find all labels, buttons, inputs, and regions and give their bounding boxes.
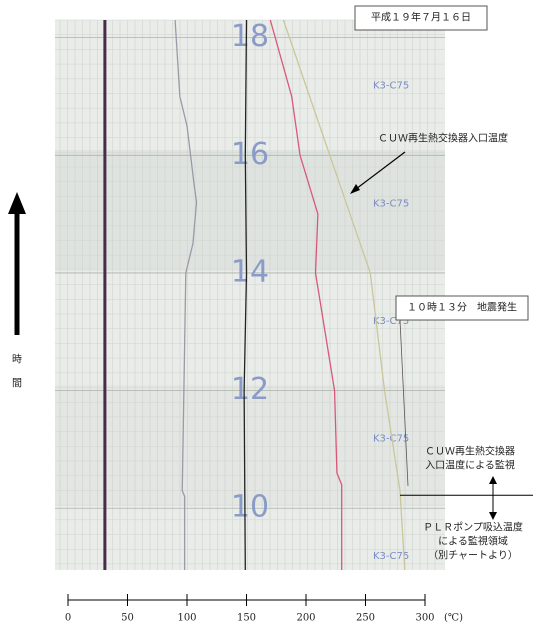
cuw-monitor-line: 入口温度による監視: [425, 459, 515, 472]
time-label: 間: [12, 378, 22, 390]
chart: 10K3-C7512K3-C7514K3-C7516K3-C7518K3-C75…: [0, 0, 533, 630]
paper-label: K3-C75: [373, 198, 409, 209]
earthquake-label: １０時１３分 地震発生: [407, 301, 517, 314]
arrow-head: [489, 512, 497, 520]
x-tick-label: 100: [177, 613, 196, 624]
paper-label: K3-C75: [373, 81, 409, 92]
x-tick-label: 50: [121, 613, 134, 624]
hour-label: 18: [231, 19, 269, 54]
x-tick-label: 150: [237, 613, 256, 624]
x-tick-label: 250: [356, 613, 375, 624]
plr-monitor-line: による監視領域: [438, 535, 508, 548]
x-tick-label: 300: [415, 613, 434, 624]
x-tick-label: 200: [296, 613, 315, 624]
date: 平成１９年７月１６日: [371, 11, 471, 24]
plr-monitor-line: （別チャートより）: [428, 550, 518, 562]
arrow-head: [489, 476, 497, 484]
x-tick-label: 0: [65, 613, 71, 624]
hour-label: 14: [231, 254, 269, 289]
time-arrow-head: [8, 192, 26, 214]
hour-label: 12: [231, 372, 269, 407]
time-label: 時: [12, 354, 22, 366]
plr-monitor-line: ＰＬＲポンプ吸込温度: [423, 521, 523, 534]
hour-label: 16: [231, 137, 269, 172]
x-unit: (℃): [444, 613, 463, 624]
cuw-monitor-line: ＣＵＷ再生熱交換器: [425, 445, 515, 458]
cuw-inlet-label: ＣＵＷ再生熱交換器入口温度: [378, 132, 508, 145]
hour-label: 10: [231, 490, 269, 525]
